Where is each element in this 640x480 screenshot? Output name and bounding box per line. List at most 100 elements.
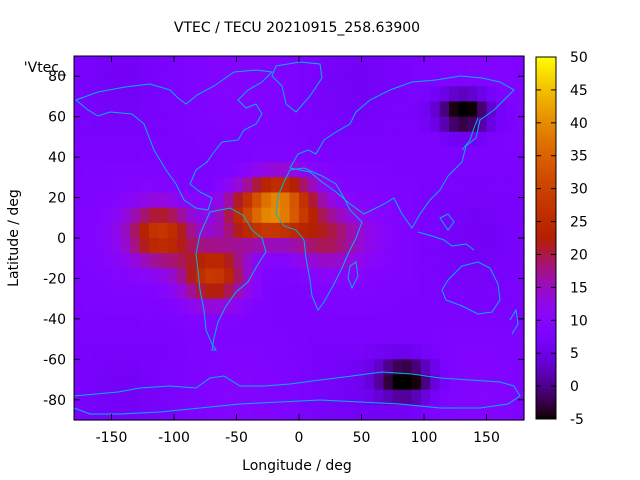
colorbar-segment <box>536 168 556 173</box>
heatmap-cell <box>467 56 478 72</box>
heatmap-cell <box>374 192 384 209</box>
heatmap-cell <box>233 162 244 178</box>
heatmap-cell <box>374 238 384 254</box>
heatmap-cell <box>411 283 422 300</box>
heatmap-cell <box>139 298 150 315</box>
heatmap-cell <box>149 86 159 103</box>
heatmap-cell <box>195 116 206 133</box>
heatmap-cell <box>430 238 441 254</box>
heatmap-cell <box>186 238 197 254</box>
heatmap-cell <box>270 313 281 330</box>
heatmap-cell <box>233 313 244 330</box>
colorbar-segment <box>536 114 556 118</box>
heatmap-cell <box>336 404 347 421</box>
heatmap-cell <box>149 344 159 360</box>
heatmap-cell <box>177 283 188 300</box>
coastline-madagascar <box>347 261 359 290</box>
heatmap-cell <box>449 283 459 300</box>
heatmap-cell <box>299 222 309 239</box>
heatmap-cell <box>299 86 309 103</box>
heatmap-cell <box>420 359 431 376</box>
heatmap-cell <box>149 283 159 300</box>
colorbar-segment <box>536 138 556 142</box>
heatmap-cell <box>477 131 488 148</box>
heatmap-cell <box>439 147 450 163</box>
heatmap-cell <box>505 131 516 148</box>
heatmap-cell <box>439 283 450 300</box>
heatmap-cell <box>495 162 506 178</box>
heatmap-cell <box>83 207 94 224</box>
heatmap-cell <box>411 177 422 194</box>
heatmap-cell <box>186 283 197 300</box>
heatmap-cell <box>177 268 188 285</box>
heatmap-cell <box>111 329 122 345</box>
heatmap-cell <box>242 313 253 330</box>
heatmap-cell <box>402 359 413 376</box>
heatmap-cell <box>111 238 122 254</box>
colorbar-segment <box>536 283 556 287</box>
heatmap-cell <box>411 56 422 72</box>
heatmap-cell <box>392 283 403 300</box>
heatmap-cell <box>205 71 216 87</box>
heatmap-cell <box>392 131 403 148</box>
heatmap-cell <box>514 56 525 72</box>
heatmap-cell <box>420 86 431 103</box>
heatmap-cell <box>83 86 94 103</box>
heatmap-cell <box>477 101 488 118</box>
heatmap-cell <box>224 177 234 194</box>
colorbar-tick-label: 35 <box>570 149 588 165</box>
colorbar-segment <box>536 247 556 251</box>
heatmap-cell <box>374 162 384 178</box>
heatmap-cell <box>477 374 488 391</box>
heatmap-cell <box>495 71 506 87</box>
heatmap-cell <box>486 344 497 360</box>
heatmap-cell <box>374 298 384 315</box>
heatmap-cell <box>130 313 141 330</box>
heatmap-cell <box>195 389 206 406</box>
heatmap-cell <box>130 71 141 87</box>
heatmap-cell <box>224 389 234 406</box>
heatmap-cell <box>345 238 356 254</box>
heatmap-cell <box>149 329 159 345</box>
heatmap-cell <box>102 222 113 239</box>
heatmap-cell <box>299 329 309 345</box>
heatmap-cell <box>345 253 356 269</box>
heatmap-cell <box>270 344 281 360</box>
heatmap-cell <box>383 162 394 178</box>
heatmap-cell <box>374 253 384 269</box>
heatmap-cell <box>149 359 159 376</box>
heatmap-cell <box>224 192 234 209</box>
heatmap-cell <box>514 116 525 133</box>
heatmap-cell <box>467 313 478 330</box>
heatmap-cell <box>177 56 188 72</box>
heatmap-cell <box>167 207 178 224</box>
colorbar-segment <box>536 394 556 399</box>
heatmap-cell <box>280 86 291 103</box>
heatmap-cell <box>430 131 441 148</box>
colorbar-segment <box>536 192 556 197</box>
heatmap-cell <box>195 374 206 391</box>
colorbar-segment <box>536 159 556 164</box>
heatmap-cell <box>139 86 150 103</box>
heatmap-cell <box>289 253 300 269</box>
heatmap-cell <box>214 374 225 391</box>
heatmap-cell <box>402 404 413 421</box>
heatmap-cell <box>374 116 384 133</box>
colorbar-tick-label: 50 <box>570 50 588 66</box>
heatmap-cell <box>242 374 253 391</box>
heatmap-cell <box>364 344 375 360</box>
heatmap-cell <box>252 207 263 224</box>
heatmap-cell <box>149 207 159 224</box>
heatmap-cell <box>355 268 366 285</box>
heatmap-cell <box>111 177 122 194</box>
heatmap-cell <box>514 177 525 194</box>
heatmap-cell <box>327 313 338 330</box>
heatmap-cell <box>83 147 94 163</box>
heatmap-cell <box>289 177 300 194</box>
heatmap-cell <box>270 207 281 224</box>
heatmap-cell <box>374 389 384 406</box>
heatmap-cell <box>74 283 84 300</box>
heatmap-cell <box>392 238 403 254</box>
heatmap-cell <box>167 238 178 254</box>
heatmap-cell <box>336 268 347 285</box>
